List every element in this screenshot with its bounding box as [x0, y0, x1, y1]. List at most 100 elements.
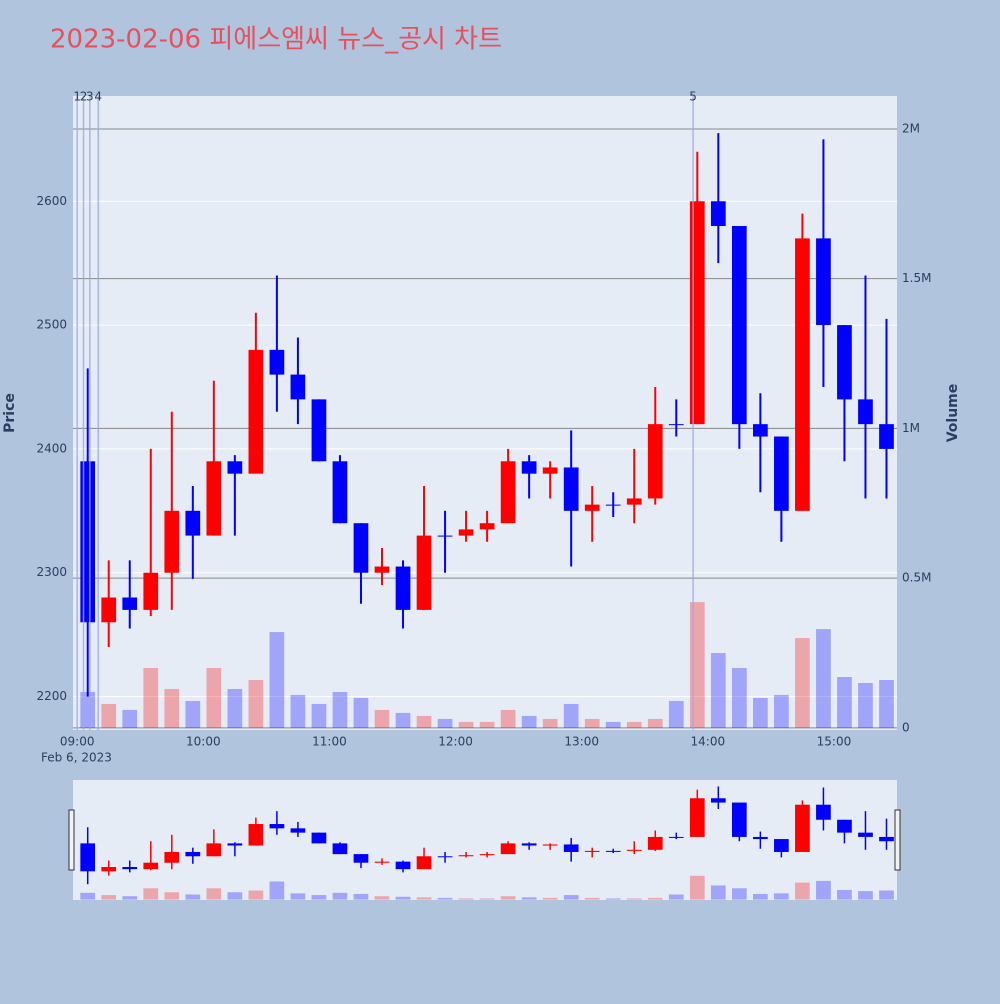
news-label: 4: [94, 90, 102, 104]
mini-volume-bar: [416, 897, 432, 900]
candle-body: [185, 510, 201, 536]
mini-volume-bar: [437, 897, 453, 900]
candle-body: [80, 461, 96, 623]
mini-candle-body: [816, 804, 831, 820]
mini-candle-body: [668, 836, 684, 838]
mini-volume-bar: [332, 892, 348, 900]
x-tick-label: 10:00: [186, 735, 221, 749]
news-label: 5: [689, 90, 697, 104]
mini-candle-body: [605, 850, 621, 852]
mini-volume-bar: [753, 893, 768, 900]
mini-candle-body: [374, 861, 390, 863]
mini-candle-body: [269, 824, 285, 829]
candle-body: [269, 349, 285, 375]
mini-candle-body: [795, 804, 810, 852]
candle-body: [879, 424, 894, 449]
volume-bar: [437, 718, 453, 728]
volume-bar: [311, 703, 327, 728]
candle-body: [227, 461, 243, 474]
mini-volume-bar: [80, 892, 96, 900]
volume-bar: [227, 688, 243, 728]
mini-volume-bar: [101, 895, 117, 900]
mini-candle-body: [774, 839, 789, 852]
mini-candle-body: [542, 844, 558, 846]
y-tick-label: 2400: [36, 441, 67, 455]
mini-volume-bar: [774, 893, 789, 900]
mini-volume-bar: [206, 888, 222, 900]
volume-bar: [353, 697, 369, 728]
x-tick-label: 11:00: [312, 735, 347, 749]
candle-body: [101, 597, 117, 623]
volume-bar: [879, 679, 894, 728]
volume-bar: [816, 629, 831, 728]
mini-volume-bar: [879, 890, 894, 900]
candle-body: [774, 436, 789, 511]
candle-body: [500, 461, 516, 524]
mini-candle-body: [248, 824, 264, 846]
range-handle-right[interactable]: [894, 809, 901, 871]
mini-volume-bar: [731, 888, 747, 900]
candle-body: [458, 529, 474, 536]
candle-body: [164, 510, 180, 573]
candle-body: [395, 566, 411, 610]
candle-body: [374, 566, 390, 573]
volume-bar: [605, 721, 621, 728]
mini-volume-bar: [837, 889, 852, 900]
y2-axis-label: Volume: [945, 384, 961, 443]
mini-volume-bar: [626, 898, 642, 900]
candle-body: [710, 201, 726, 227]
candle-body: [416, 535, 432, 610]
mini-candle-body: [353, 854, 369, 863]
chart-title: 2023-02-06 피에스엠씨 뉴스_공시 차트: [50, 25, 502, 55]
mini-candle-body: [837, 819, 852, 833]
mini-candle-body: [521, 843, 537, 846]
mini-candle-body: [500, 843, 516, 855]
range-slider[interactable]: [73, 780, 897, 900]
mini-volume-bar: [164, 892, 180, 900]
mini-candle-body: [101, 867, 117, 872]
mini-volume-bar: [584, 897, 600, 900]
volume-bar: [542, 718, 558, 728]
x-date-label: Feb 6, 2023: [41, 751, 112, 765]
candle-body: [837, 325, 852, 400]
candle-body: [143, 572, 159, 610]
volume-bar: [795, 638, 810, 728]
volume-bar: [837, 676, 852, 728]
y-tick-label: 2200: [36, 689, 67, 703]
volume-bar: [248, 679, 264, 728]
volume-bar: [458, 721, 474, 728]
volume-bar: [626, 721, 642, 728]
volume-bar: [647, 718, 663, 728]
mini-candle-body: [647, 836, 663, 850]
mini-candle-body: [689, 798, 705, 837]
range-handle-left[interactable]: [68, 809, 75, 871]
y2-tick-label: 2M: [902, 121, 920, 135]
y-tick-label: 2300: [36, 565, 67, 579]
mini-candle-body: [290, 828, 306, 833]
mini-candle-body: [122, 867, 138, 870]
mini-volume-bar: [500, 896, 516, 900]
candle-body: [647, 424, 663, 499]
y2-tick-label: 0: [902, 720, 910, 734]
candle-body: [753, 424, 768, 437]
volume-bar: [185, 700, 201, 728]
mini-volume-bar: [374, 896, 390, 900]
mini-candle-body: [584, 850, 600, 852]
news-label: 3: [86, 90, 94, 104]
mini-candle-body: [710, 798, 726, 803]
mini-candle-body: [458, 855, 474, 857]
candle-body: [542, 467, 558, 474]
y2-tick-label: 1.5M: [902, 271, 931, 285]
volume-bar: [332, 691, 348, 728]
mini-candle-body: [227, 843, 243, 846]
candle-body: [668, 424, 684, 426]
x-tick-label: 09:00: [60, 735, 95, 749]
volume-bar: [269, 632, 285, 728]
candle-body: [332, 461, 348, 524]
mini-volume-bar: [353, 893, 369, 900]
mini-volume-bar: [290, 893, 306, 900]
volume-bar: [668, 700, 684, 728]
mini-volume-bar: [858, 891, 873, 900]
volume-bar: [416, 715, 432, 728]
